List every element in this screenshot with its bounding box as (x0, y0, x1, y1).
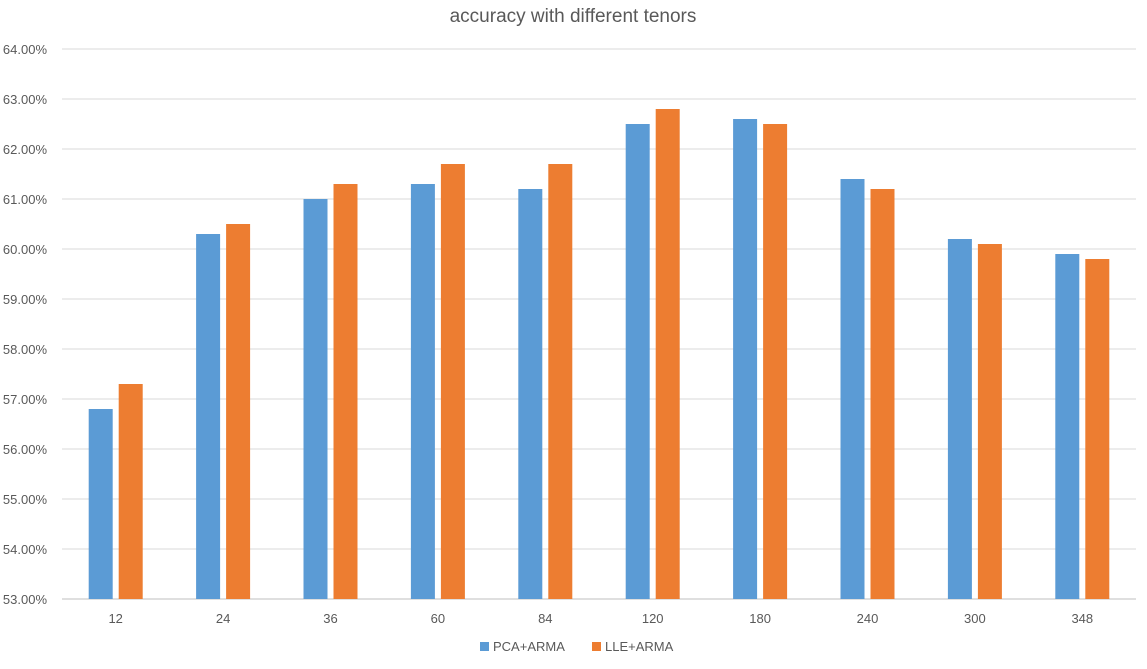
x-tick-label: 12 (108, 611, 122, 626)
legend-label: LLE+ARMA (605, 639, 674, 654)
bars (88, 109, 1110, 599)
x-tick-label: 24 (216, 611, 230, 626)
legend: PCA+ARMA LLE+ARMA (480, 639, 674, 654)
bar-pca-arma-60 (410, 184, 435, 599)
bar-pca-arma-348 (1055, 254, 1080, 599)
bar-pca-arma-36 (303, 199, 328, 599)
y-tick-label: 58.00% (3, 342, 48, 357)
y-tick-label: 56.00% (3, 442, 48, 457)
x-tick-label: 348 (1071, 611, 1093, 626)
bar-lle-arma-300 (977, 244, 1002, 599)
x-tick-label: 60 (431, 611, 445, 626)
y-axis-ticks: 53.00% 54.00% 55.00% 56.00% 57.00% 58.00% 59.0… (3, 42, 48, 607)
legend-label: PCA+ARMA (493, 639, 565, 654)
bar-lle-arma-348 (1085, 259, 1110, 599)
bar-lle-arma-60 (440, 164, 465, 599)
y-tick-label: 59.00% (3, 292, 48, 307)
gridlines (62, 48, 1136, 600)
y-tick-label: 64.00% (3, 42, 48, 57)
bar-lle-arma-180 (763, 124, 788, 599)
x-tick-label: 84 (538, 611, 552, 626)
x-tick-label: 240 (857, 611, 879, 626)
x-tick-label: 120 (642, 611, 664, 626)
bar-lle-arma-24 (226, 224, 251, 599)
bar-lle-arma-240 (870, 189, 895, 599)
y-tick-label: 62.00% (3, 142, 48, 157)
y-tick-label: 53.00% (3, 592, 48, 607)
x-axis-ticks: 12 24 36 60 84 120 180 240 300 348 (108, 611, 1093, 626)
bar-lle-arma-84 (548, 164, 573, 599)
bar-lle-arma-120 (655, 109, 680, 599)
y-tick-label: 54.00% (3, 542, 48, 557)
bar-pca-arma-240 (840, 179, 865, 599)
y-tick-label: 55.00% (3, 492, 48, 507)
y-tick-label: 57.00% (3, 392, 48, 407)
chart-title: accuracy with different tenors (450, 6, 697, 27)
x-tick-label: 36 (323, 611, 337, 626)
bar-pca-arma-12 (88, 409, 113, 599)
bar-pca-arma-180 (733, 119, 758, 599)
bar-pca-arma-24 (196, 234, 221, 599)
y-tick-label: 61.00% (3, 192, 48, 207)
x-tick-label: 180 (749, 611, 771, 626)
bar-pca-arma-84 (518, 189, 543, 599)
legend-swatch (592, 642, 601, 651)
legend-swatch (480, 642, 489, 651)
bar-pca-arma-120 (625, 124, 650, 599)
y-tick-label: 60.00% (3, 242, 48, 257)
bar-lle-arma-36 (333, 184, 358, 599)
bar-pca-arma-300 (947, 239, 972, 599)
y-tick-label: 63.00% (3, 92, 48, 107)
x-tick-label: 300 (964, 611, 986, 626)
bar-lle-arma-12 (118, 384, 143, 599)
